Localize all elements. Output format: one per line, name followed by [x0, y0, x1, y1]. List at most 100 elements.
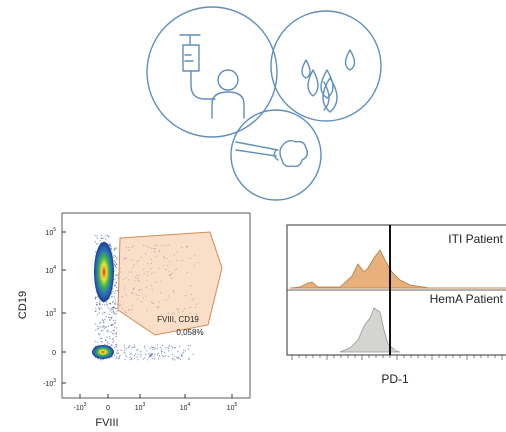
event-dot	[134, 355, 135, 356]
tick-label: 104	[45, 265, 56, 275]
series-label: HemA Patient	[430, 292, 504, 306]
event-dot	[99, 334, 100, 335]
event-dot	[116, 257, 117, 258]
event-dot	[161, 352, 162, 353]
event-dot	[99, 304, 100, 305]
event-dot	[172, 359, 173, 360]
event-dot	[113, 311, 114, 312]
event-dot	[134, 346, 135, 347]
event-dot	[172, 347, 173, 348]
event-dot	[115, 346, 116, 347]
event-dot	[110, 325, 111, 326]
event-dot	[117, 350, 118, 351]
tick-exp: 4	[53, 265, 56, 271]
density-cluster	[94, 242, 114, 302]
event-dot	[162, 345, 163, 346]
event-dot	[113, 307, 114, 308]
event-dot	[152, 347, 153, 348]
event-dot	[113, 255, 114, 256]
tick-exp: 3	[53, 378, 56, 384]
event-dot	[109, 308, 110, 309]
event-dot	[107, 304, 108, 305]
event-dot	[104, 304, 105, 305]
event-dot	[114, 355, 115, 356]
event-dot	[102, 327, 103, 328]
event-dot	[154, 354, 155, 355]
event-dot	[177, 351, 178, 352]
event-dot	[99, 301, 100, 302]
y-axis-label: CD19	[17, 291, 29, 319]
event-dot	[114, 260, 115, 261]
event-dot	[158, 353, 159, 354]
event-dot	[157, 348, 158, 349]
event-dot	[116, 353, 117, 354]
event-dot	[105, 340, 106, 341]
event-dot	[112, 302, 113, 303]
figure: FVIII, CD19 0,058% CD19 FVIII ITI Patien…	[0, 0, 506, 432]
event-dot	[107, 307, 108, 308]
event-dot	[100, 338, 101, 339]
event-dot	[183, 352, 184, 353]
event-dot	[175, 347, 176, 348]
event-dot	[157, 354, 158, 355]
event-dot	[159, 355, 160, 356]
event-dot	[111, 344, 112, 345]
event-dot	[96, 302, 97, 303]
event-dot	[174, 359, 175, 360]
event-dot	[134, 344, 135, 345]
event-dot	[114, 330, 115, 331]
event-dot	[162, 355, 163, 356]
event-dot	[165, 355, 166, 356]
event-dot	[181, 356, 182, 357]
event-dot	[115, 256, 116, 257]
tick-exp: 3	[53, 308, 56, 314]
event-dot	[179, 346, 180, 347]
event-dot	[111, 309, 112, 310]
event-dot	[114, 327, 115, 328]
tick-base: 10	[45, 311, 53, 318]
event-dot	[116, 308, 117, 309]
event-dot	[107, 331, 108, 332]
event-dot	[125, 359, 126, 360]
tick-base: 10	[227, 405, 235, 412]
event-dot	[111, 307, 112, 308]
tick-exp: 4	[188, 402, 191, 408]
event-dot	[109, 319, 110, 320]
tick-label: -103	[43, 378, 56, 388]
density-plot: FVIII, CD19 0,058% CD19 FVIII	[17, 213, 250, 429]
event-dot	[112, 288, 113, 289]
tick-label: 0	[52, 350, 56, 357]
tick-label: 104	[180, 402, 191, 412]
event-dot	[118, 353, 119, 354]
event-dot	[113, 333, 114, 334]
event-dot	[115, 265, 116, 266]
event-dot	[129, 354, 130, 355]
event-dot	[97, 326, 98, 327]
event-dot	[189, 359, 190, 360]
event-dot	[101, 342, 102, 343]
axis-ticks	[292, 355, 502, 360]
event-dot	[97, 314, 98, 315]
event-dot	[100, 359, 101, 360]
event-dot	[152, 353, 153, 354]
density-cluster	[92, 345, 114, 359]
event-dot	[97, 328, 98, 329]
event-dot	[104, 344, 105, 345]
event-dot	[137, 357, 138, 358]
x-axis-label: PD-1	[381, 372, 409, 386]
tick-exp: 3	[143, 402, 146, 408]
event-dot	[188, 358, 189, 359]
event-dot	[115, 282, 116, 283]
event-dot	[173, 356, 174, 357]
event-dot	[113, 306, 114, 307]
event-dot	[95, 297, 96, 298]
event-dot	[148, 357, 149, 358]
event-dot	[110, 245, 111, 246]
event-dot	[144, 348, 145, 349]
event-dot	[116, 274, 117, 275]
event-dot	[101, 330, 102, 331]
event-dot	[146, 350, 147, 351]
tick-exp: 3	[84, 402, 87, 408]
event-dot	[132, 347, 133, 348]
event-dot	[115, 302, 116, 303]
